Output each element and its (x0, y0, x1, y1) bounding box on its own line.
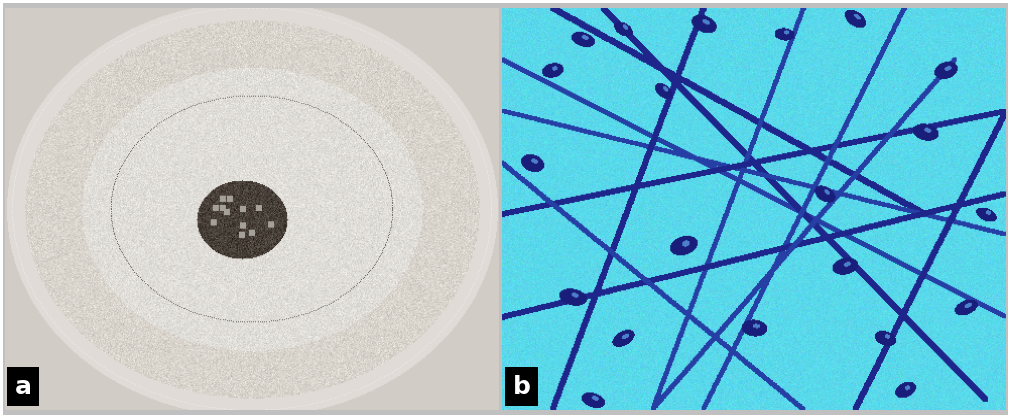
Text: b: b (513, 375, 531, 399)
Text: a: a (15, 375, 32, 399)
